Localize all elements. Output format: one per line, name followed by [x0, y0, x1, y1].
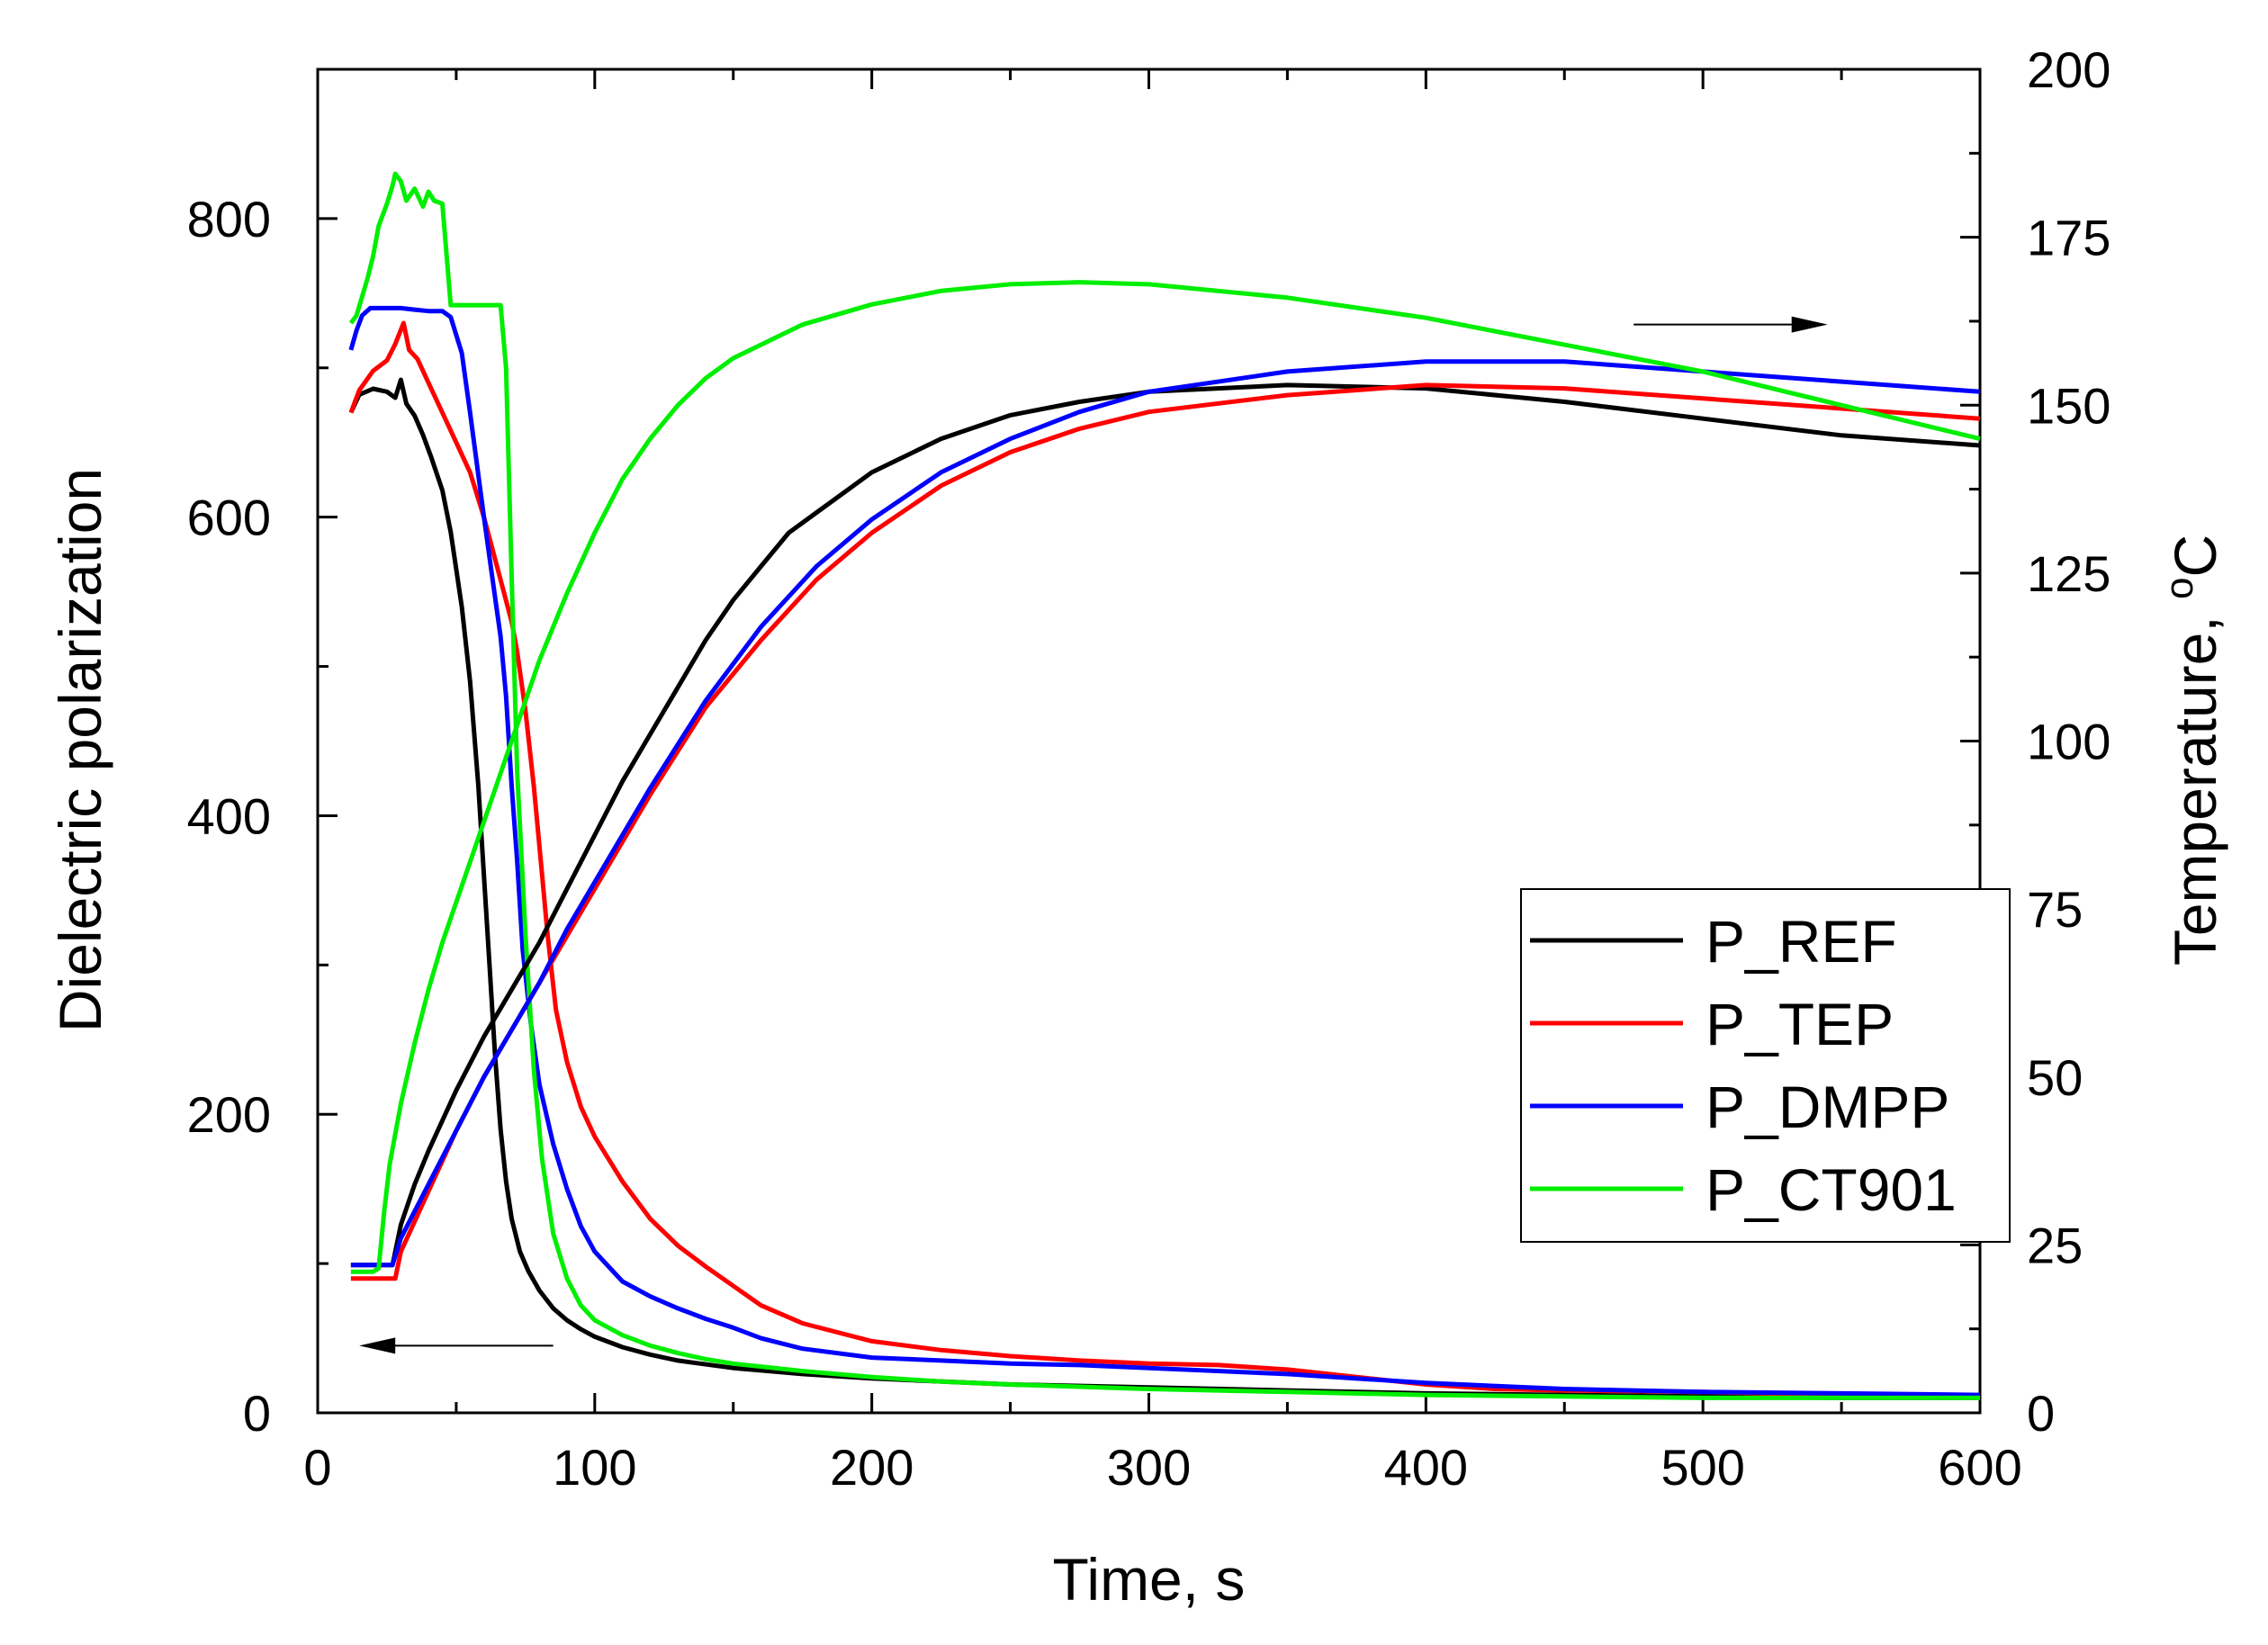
- right-y-tick-label: 125: [2027, 545, 2110, 602]
- left-y-tick-label: 600: [187, 490, 271, 546]
- series-line-p-ct901: [348, 171, 1980, 1400]
- x-tick-label: 600: [1938, 1439, 2021, 1496]
- series-line-t-dmpp: [350, 359, 1981, 1268]
- right-y-axis-title-prefix: Temperature,: [2162, 599, 2228, 966]
- x-tick-label: 300: [1107, 1439, 1191, 1496]
- series-line-t-tep: [350, 382, 1981, 1281]
- series-layer: [348, 171, 1981, 1400]
- right-arrow-icon: [1791, 316, 1828, 333]
- left-y-tick-label: 800: [187, 191, 271, 247]
- right-y-tick-label: 200: [2027, 41, 2110, 98]
- right-y-axis-title: Temperature, oC: [2157, 535, 2228, 966]
- left-arrow-icon: [359, 1337, 396, 1354]
- series-line-t-ref: [350, 382, 1981, 1268]
- annotation-arrows: [359, 316, 1828, 1354]
- series-line-p-tep: [348, 320, 1981, 1399]
- x-axis-title: Time, s: [1053, 1546, 1246, 1613]
- axis-ticks: [316, 67, 1982, 1415]
- legend-label: P_TEP: [1706, 991, 1894, 1057]
- x-tick-label: 500: [1660, 1439, 1744, 1496]
- legend-box: [1520, 888, 2011, 1243]
- right-y-tick-label: 100: [2027, 714, 2110, 770]
- right-y-tick-label: 175: [2027, 210, 2110, 266]
- right-y-tick-label: 50: [2027, 1049, 2083, 1106]
- series-line-p-dmpp: [348, 305, 1981, 1398]
- degree-symbol: o: [2157, 578, 2201, 599]
- tick-labels: 0 100 200 300 400 500 600020040060080002550751…: [187, 41, 2111, 1496]
- x-tick-label: 400: [1384, 1439, 1468, 1496]
- legend: P_REF P_TEP P_DMPP P_CT901: [1520, 888, 2011, 1243]
- left-y-tick-label: 0: [243, 1385, 271, 1442]
- legend-label: P_DMPP: [1706, 1074, 1949, 1140]
- legend-label: P_CT901: [1706, 1156, 1957, 1223]
- left-y-tick-label: 200: [187, 1086, 271, 1143]
- x-tick-label: 100: [553, 1439, 636, 1496]
- series-line-t-ct901: [350, 280, 1981, 1274]
- left-y-tick-label: 400: [187, 787, 271, 844]
- right-y-tick-label: 25: [2027, 1217, 2083, 1273]
- right-y-tick-label: 150: [2027, 377, 2110, 434]
- right-y-tick-label: 0: [2027, 1385, 2055, 1442]
- legend-label: P_REF: [1706, 908, 1897, 975]
- x-tick-label: 0: [303, 1439, 331, 1496]
- left-y-axis-title: Dielectric polarization: [47, 468, 113, 1032]
- right-y-tick-label: 75: [2027, 881, 2083, 938]
- x-tick-label: 200: [830, 1439, 914, 1496]
- right-y-axis-title-unit: C: [2162, 535, 2228, 578]
